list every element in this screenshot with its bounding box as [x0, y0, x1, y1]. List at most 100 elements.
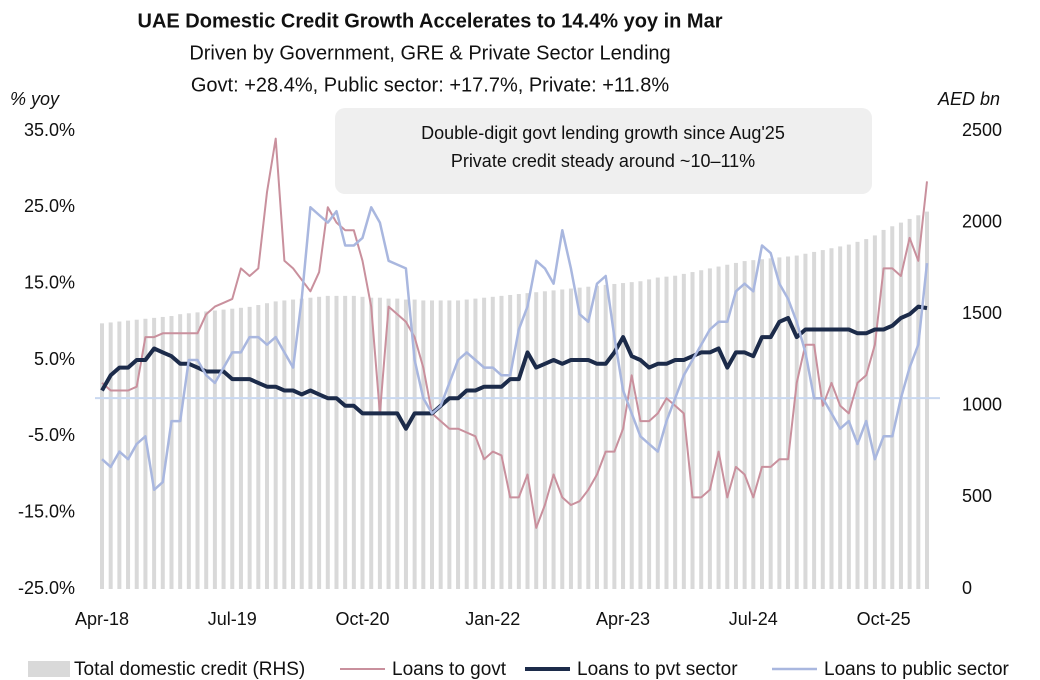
bar: [812, 251, 817, 590]
chart-title: UAE Domestic Credit Growth Accelerates t…: [138, 10, 723, 32]
bar: [777, 257, 782, 589]
bar: [760, 259, 764, 589]
bar: [299, 298, 304, 589]
bar: [829, 248, 834, 590]
bar: [916, 215, 921, 589]
annotation-text: Private credit steady around ~10–11%: [451, 151, 755, 171]
bar: [794, 255, 799, 590]
y2-axis-label: AED bn: [937, 89, 1000, 109]
bar: [542, 291, 547, 589]
y2-tick-label: 500: [962, 486, 992, 506]
bar: [438, 300, 443, 589]
bar: [872, 235, 877, 589]
bar: [447, 300, 452, 589]
bar: [178, 314, 183, 589]
y-tick-label: 25.0%: [24, 196, 75, 216]
bar: [473, 298, 478, 589]
bar: [525, 293, 530, 589]
bar: [655, 277, 660, 589]
bar: [308, 297, 313, 589]
bar: [603, 284, 608, 589]
bar: [186, 313, 191, 589]
bar: [343, 295, 348, 589]
bar: [169, 316, 174, 589]
bar: [768, 258, 773, 589]
bar: [690, 272, 695, 589]
chart-subtitle: Govt: +28.4%, Public sector: +17.7%, Pri…: [191, 74, 669, 96]
bar: [673, 275, 678, 589]
bar: [490, 296, 495, 589]
bar: [855, 241, 860, 589]
bar: [464, 299, 469, 589]
bar: [516, 294, 521, 589]
x-tick-label: Apr-23: [596, 609, 650, 629]
bar: [152, 317, 157, 589]
y-tick-label: 35.0%: [24, 120, 75, 140]
bar: [508, 294, 513, 589]
bar: [256, 305, 261, 589]
bar: [551, 290, 556, 589]
y-tick-label: 5.0%: [34, 349, 75, 369]
y-axis-label: % yoy: [10, 89, 60, 109]
bar: [317, 296, 322, 589]
bar: [838, 246, 843, 589]
bar: [377, 297, 382, 589]
bar: [664, 276, 669, 589]
bar: [230, 308, 235, 589]
bar: [621, 283, 626, 589]
annotation-box: [335, 108, 872, 194]
bar: [482, 297, 487, 589]
x-tick-label: Oct-25: [857, 609, 911, 629]
bar: [265, 303, 269, 589]
bar: [204, 311, 209, 589]
bar: [117, 321, 122, 589]
bar: [595, 285, 599, 589]
bar: [846, 244, 851, 590]
bar: [369, 297, 374, 589]
bar: [742, 261, 747, 589]
annotation-text: Double-digit govt lending growth since A…: [421, 123, 785, 143]
y2-tick-label: 0: [962, 578, 972, 598]
bar: [412, 299, 417, 589]
bar: [334, 295, 339, 589]
bar: [221, 309, 226, 589]
bar: [786, 256, 791, 589]
y2-tick-label: 1500: [962, 303, 1002, 323]
bar: [126, 320, 131, 589]
y-tick-label: -5.0%: [28, 425, 75, 445]
legend-label: Loans to govt: [392, 659, 507, 680]
x-tick-label: Oct-20: [336, 609, 390, 629]
bar: [134, 319, 139, 589]
y2-tick-label: 1000: [962, 395, 1002, 415]
bar: [456, 300, 461, 589]
x-tick-label: Jul-19: [208, 609, 257, 629]
bar: [699, 270, 704, 589]
bar: [499, 295, 504, 589]
bar: [325, 295, 330, 589]
bar: [273, 301, 278, 589]
legend-label: Loans to pvt sector: [577, 659, 738, 680]
bar: [725, 264, 730, 589]
chart-subtitle: Driven by Government, GRE & Private Sect…: [189, 42, 670, 64]
bar: [143, 318, 148, 589]
line: [100, 304, 928, 431]
bar: [160, 316, 165, 589]
bar: [647, 279, 652, 589]
bar: [751, 260, 756, 589]
bar: [864, 239, 869, 589]
bar: [560, 289, 565, 589]
y-tick-label: -25.0%: [18, 578, 75, 598]
bar: [195, 312, 200, 589]
bar: [907, 218, 912, 589]
y2-tick-label: 2000: [962, 211, 1002, 231]
bar: [282, 300, 287, 589]
bar: [403, 299, 408, 589]
bar: [707, 268, 712, 589]
y2-tick-label: 2500: [962, 120, 1002, 140]
bar: [586, 286, 591, 589]
bar: [612, 283, 617, 589]
legend-swatch: [28, 661, 70, 677]
x-tick-label: Apr-18: [75, 609, 129, 629]
bar: [351, 295, 356, 589]
bar: [212, 310, 217, 589]
